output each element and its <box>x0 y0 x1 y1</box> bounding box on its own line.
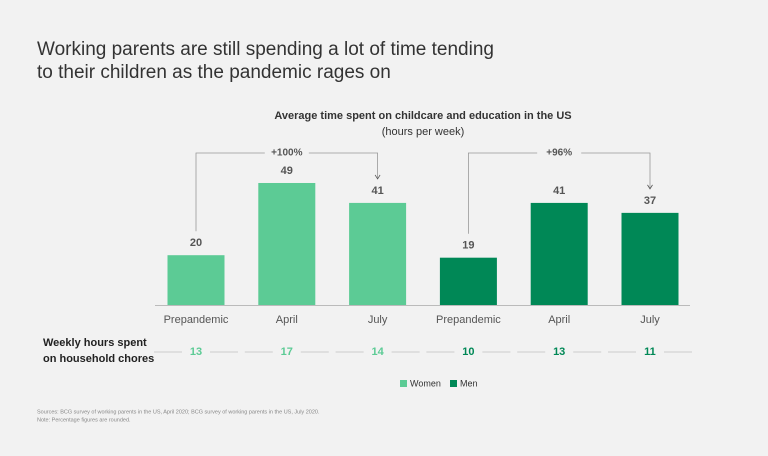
x-tick-label: April <box>548 314 570 326</box>
chores-value: 10 <box>462 346 474 358</box>
data-label: 20 <box>190 237 202 249</box>
data-label: 49 <box>281 165 293 177</box>
bar <box>530 202 588 305</box>
data-label: 19 <box>462 240 474 252</box>
x-tick-label: July <box>640 314 660 326</box>
data-label: 41 <box>553 185 565 197</box>
legend-swatch <box>400 380 407 387</box>
chores-value: 17 <box>281 346 293 358</box>
bar <box>349 202 407 305</box>
bar <box>439 257 497 305</box>
chart-title: Working parents are still spending a lot… <box>37 39 494 60</box>
bracket <box>468 152 651 234</box>
arrow-head <box>374 174 381 180</box>
legend-label: Men <box>460 378 478 388</box>
legend-label: Women <box>410 378 441 388</box>
x-tick-label: Prepandemic <box>164 314 229 326</box>
chores-value: 11 <box>644 346 656 358</box>
chart-subtitle: (hours per week) <box>382 126 465 138</box>
data-label: 41 <box>371 185 383 197</box>
data-label: 37 <box>644 195 656 207</box>
arrow-head <box>647 184 653 190</box>
annotation: +100% <box>271 148 303 159</box>
bar <box>621 212 679 305</box>
legend-swatch <box>450 380 457 387</box>
bar <box>258 182 316 305</box>
bracket <box>195 152 378 232</box>
chart-subtitle: Average time spent on childcare and educ… <box>274 110 571 122</box>
row-label: on household chores <box>43 353 154 365</box>
x-tick-label: July <box>368 314 388 326</box>
note: Sources: BCG survey of working parents i… <box>37 409 320 415</box>
note: Note: Percentage figures are rounded. <box>37 417 131 423</box>
chores-value: 13 <box>190 346 202 358</box>
x-tick-label: Prepandemic <box>436 314 501 326</box>
chores-value: 13 <box>553 346 565 358</box>
chores-value: 14 <box>371 346 384 358</box>
annotation: +96% <box>546 148 572 159</box>
x-tick-label: April <box>276 314 298 326</box>
bar <box>167 255 225 305</box>
chart-title: to their children as the pandemic rages … <box>37 62 391 83</box>
row-label: Weekly hours spent <box>43 337 147 349</box>
